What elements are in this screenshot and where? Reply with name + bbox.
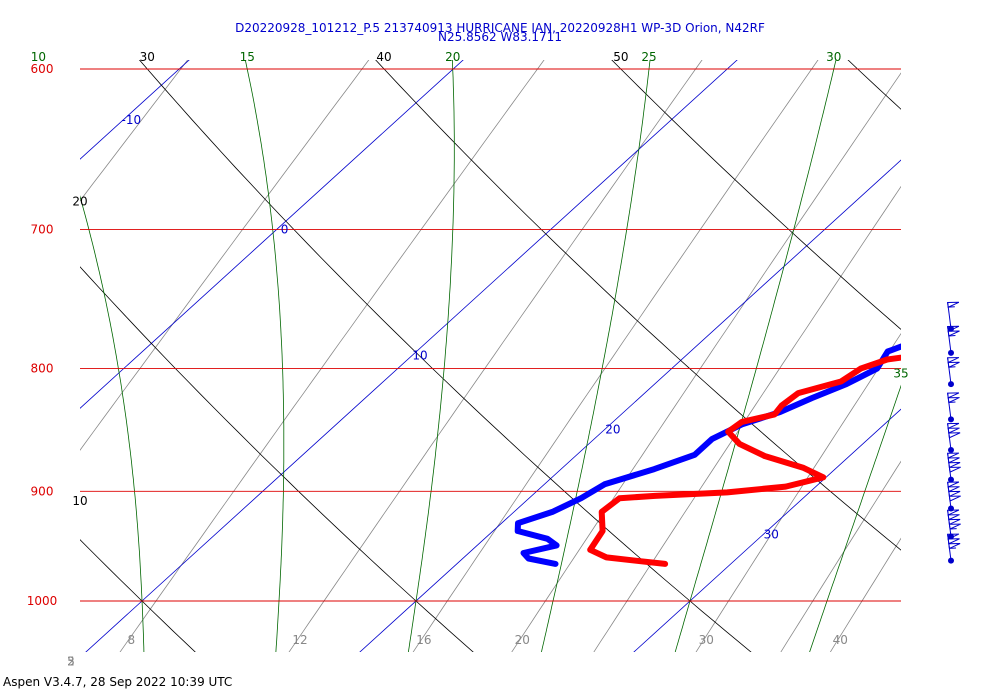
dry-adiabat-line xyxy=(375,60,901,551)
moist-adiabat-line xyxy=(809,384,901,652)
moist-adiabat-label: 10 xyxy=(31,50,46,64)
wind-barb-flag xyxy=(947,486,960,493)
mixing-ratio-line xyxy=(511,72,901,652)
diagram-grid xyxy=(0,51,1000,662)
wind-barb-flag xyxy=(947,357,960,364)
wind-barb-flag xyxy=(947,397,960,404)
mixing-ratio-line xyxy=(0,52,57,662)
mixing-ratio-line xyxy=(119,60,545,652)
wind-barb-flag xyxy=(947,301,960,308)
sounding-profiles xyxy=(514,343,901,567)
moist-adiabat-label: 35 xyxy=(893,367,908,381)
mixing-ratio-label: 12 xyxy=(292,633,307,647)
dewpoint-profile xyxy=(514,343,901,567)
wind-barb-flag xyxy=(948,518,961,526)
wind-barb-flag xyxy=(947,330,960,337)
wind-barb-flag xyxy=(947,427,960,434)
moist-adiabat-line xyxy=(244,60,285,652)
mixing-ratio-label: 20 xyxy=(515,633,530,647)
moist-adiabat-label: 15 xyxy=(240,50,255,64)
mixing-ratio-label: 30 xyxy=(699,633,714,647)
dry-adiabat-line xyxy=(80,266,474,652)
isotherm-label: 20 xyxy=(605,422,620,436)
mixing-ratio-line xyxy=(593,185,901,652)
wind-barb-flag xyxy=(947,392,960,399)
wind-barb-flag xyxy=(948,466,961,473)
isotherm-line xyxy=(85,60,738,652)
isotherm-label: 10 xyxy=(412,349,427,363)
moist-adiabat-line xyxy=(407,60,455,652)
temperature-profile xyxy=(587,354,901,567)
dry-adiabat-label: 50 xyxy=(613,50,628,64)
moist-adiabat-line xyxy=(674,60,837,652)
dry-adiabat-line xyxy=(847,60,901,110)
pressure-label: 800 xyxy=(31,362,54,376)
isotherm-line xyxy=(897,51,1000,661)
mixing-ratio-line xyxy=(80,60,370,451)
wind-barb-flag xyxy=(948,432,961,439)
wind-barb-flag xyxy=(947,481,960,488)
wind-barb-flag xyxy=(947,514,960,521)
wind-barb-flag xyxy=(948,495,961,502)
mixing-ratio-label: 40 xyxy=(833,633,848,647)
mixing-ratio-label: 8 xyxy=(128,633,136,647)
wind-barb-flag xyxy=(948,462,961,469)
wind-barb-column xyxy=(947,301,961,564)
moist-adiabat-label: 25 xyxy=(641,50,656,64)
mixing-ratio-line xyxy=(80,60,189,202)
dry-adiabat-line xyxy=(138,60,752,652)
dry-adiabat-label: 30 xyxy=(140,50,155,64)
dry-adiabat-line xyxy=(611,60,901,330)
isotherm-label: -10 xyxy=(122,113,142,127)
dry-adiabat-line xyxy=(80,539,196,652)
mixing-ratio-label: 5 xyxy=(67,655,75,669)
software-version-footer: Aspen V3.4.7, 28 Sep 2022 10:39 UTC xyxy=(3,675,233,689)
wind-barb-flag xyxy=(947,457,960,464)
wind-barb-flag xyxy=(947,452,960,459)
pressure-label: 700 xyxy=(31,223,54,237)
mixing-ratio-line xyxy=(412,60,819,652)
mixing-ratio-line xyxy=(780,460,901,652)
wind-barb-flag xyxy=(947,538,960,545)
dry-adiabat-label: 40 xyxy=(376,50,391,64)
axis-labels: 600 700 800 900 1000 -10 0 10 20 30 10 20 30 40 50 10 15… xyxy=(27,50,909,669)
pressure-label: 900 xyxy=(31,484,54,498)
isotherm-line xyxy=(80,60,190,160)
dry-adiabat-label: 10 xyxy=(72,494,87,508)
moist-adiabat-label: 30 xyxy=(826,50,841,64)
chart-title-line-1: D20220928_101212_P.5 213740913 HURRICANE… xyxy=(235,21,765,35)
moist-adiabat-line xyxy=(80,195,145,652)
wind-barb-flag xyxy=(948,543,961,550)
dry-adiabat-label: 20 xyxy=(72,195,87,209)
mixing-ratio-line xyxy=(288,60,703,652)
mixing-ratio-label: 3 xyxy=(67,655,75,669)
isotherm-line xyxy=(633,408,901,652)
isotherm-line xyxy=(359,159,901,652)
moist-adiabat-line xyxy=(541,60,651,652)
mixing-ratio-label: 16 xyxy=(416,633,431,647)
wind-barb-flag xyxy=(948,523,961,530)
chart-title-line-2: N25.8562 W83.1711 xyxy=(438,30,562,44)
moist-adiabat-label: 20 xyxy=(445,50,460,64)
wind-barb-flag xyxy=(947,361,960,368)
isotherm-line xyxy=(80,60,464,409)
isotherm-label: 0 xyxy=(281,223,289,237)
wind-barb-flag xyxy=(948,490,961,498)
pressure-label: 600 xyxy=(31,62,54,76)
mixing-ratio-line xyxy=(829,537,901,652)
wind-barb-flag xyxy=(947,422,960,430)
mixing-ratio-label: 2 xyxy=(67,655,75,669)
mixing-ratio-line xyxy=(695,332,901,652)
mixing-ratio-line xyxy=(911,52,1000,662)
isotherm-label: 30 xyxy=(764,527,779,541)
pressure-label: 1000 xyxy=(27,594,58,608)
